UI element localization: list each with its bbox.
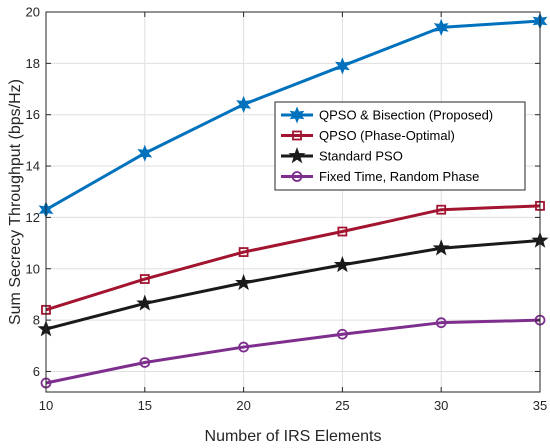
legend-label: Standard PSO xyxy=(319,149,403,164)
data-point xyxy=(238,341,250,353)
legend-marker xyxy=(289,106,305,124)
data-point xyxy=(136,294,154,311)
data-point xyxy=(336,328,348,340)
legend-marker xyxy=(291,171,303,182)
series-layer xyxy=(37,12,549,389)
legend-label: Fixed Time, Random Phase xyxy=(319,169,479,184)
plot-frame xyxy=(45,11,541,393)
data-point xyxy=(334,57,350,75)
x-tick-label: 35 xyxy=(533,398,547,413)
x-tick-label: 10 xyxy=(39,398,53,413)
data-point xyxy=(236,95,252,113)
legend: QPSO & Bisection (Proposed) QPSO (Phase-O… xyxy=(274,101,526,191)
data-point xyxy=(433,18,449,36)
series-line xyxy=(45,19,541,212)
y-tick-label: 16 xyxy=(26,107,40,122)
data-point xyxy=(137,144,153,162)
series-line xyxy=(45,239,541,331)
legend-item: Standard PSO xyxy=(281,147,403,164)
series-1 xyxy=(41,200,545,315)
legend-marker xyxy=(292,130,302,141)
data-point xyxy=(333,255,351,273)
y-axis-label: Sum Secrecy Throughput (bps/Hz) xyxy=(7,79,24,325)
data-point xyxy=(235,273,253,291)
x-axis-label: Number of IRS Elements xyxy=(205,428,382,445)
series-line xyxy=(45,204,541,312)
data-point xyxy=(337,226,348,237)
y-tick-label: 20 xyxy=(26,5,40,20)
legend-marker xyxy=(288,147,306,164)
data-point xyxy=(436,204,447,215)
data-point xyxy=(238,247,249,257)
y-tick-label: 6 xyxy=(33,364,40,379)
data-point xyxy=(139,274,150,284)
data-point xyxy=(139,357,151,368)
legend-item: Fixed Time, Random Phase xyxy=(281,169,479,184)
series-line xyxy=(45,318,541,385)
legend-box xyxy=(274,101,526,191)
legend-label: QPSO & Bisection (Proposed) xyxy=(319,108,493,123)
x-axis-ticks: 10 15 20 25 30 35 xyxy=(39,12,547,413)
data-point xyxy=(435,317,447,329)
y-axis-ticks: 6 8 10 12 14 16 18 20 xyxy=(26,5,540,379)
x-tick-label: 15 xyxy=(138,398,152,413)
y-tick-label: 12 xyxy=(26,210,40,225)
y-tick-label: 14 xyxy=(26,159,40,174)
y-tick-label: 18 xyxy=(26,56,40,71)
x-tick-label: 20 xyxy=(236,398,250,413)
x-tick-label: 25 xyxy=(335,398,349,413)
x-tick-label: 30 xyxy=(434,398,448,413)
legend-item: QPSO (Phase-Optimal) xyxy=(281,128,455,143)
data-point xyxy=(432,239,450,256)
y-tick-label: 8 xyxy=(33,313,40,328)
y-tick-label: 10 xyxy=(26,261,40,276)
legend-item: QPSO & Bisection (Proposed) xyxy=(281,106,493,124)
plot-area xyxy=(46,12,540,392)
legend-label: QPSO (Phase-Optimal) xyxy=(319,128,455,143)
